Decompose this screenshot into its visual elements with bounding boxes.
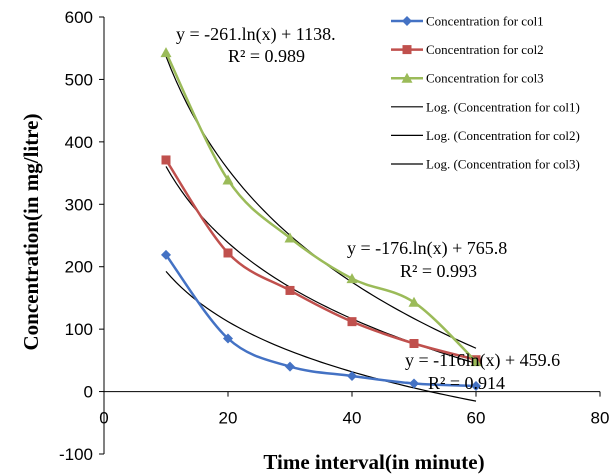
series-line-col3 — [164, 52, 477, 363]
trendline-r2-col2: R² = 0.993 — [400, 261, 477, 281]
data-point-col2 — [409, 339, 419, 349]
y-tick-label: 200 — [65, 258, 93, 277]
data-point-col1 — [347, 370, 357, 381]
trendline-equation-col1: y = -116ln(x) + 459.6 — [405, 350, 560, 371]
series-group — [160, 47, 482, 391]
data-point-col2 — [223, 248, 233, 258]
y-tick-label: 500 — [65, 70, 93, 89]
data-point-col2 — [347, 317, 357, 327]
trendline-equation-col3: y = -261.ln(x) + 1138. — [176, 24, 336, 45]
trendline-r2-col3: R² = 0.989 — [228, 46, 305, 66]
data-point-col1 — [285, 361, 295, 372]
data-point-col1 — [161, 249, 171, 260]
x-axis-title: Time interval(in minute) — [263, 450, 484, 474]
data-point-col2 — [285, 285, 295, 295]
data-point-col1 — [471, 380, 481, 391]
y-tick-label: 0 — [84, 383, 93, 402]
y-tick-label: 400 — [65, 133, 93, 152]
trendline-col1 — [165, 271, 477, 402]
y-tick-label: 600 — [65, 8, 93, 27]
x-tick-label: 40 — [343, 409, 362, 428]
legend-label: Concentration for col3 — [426, 71, 544, 86]
data-point-col1 — [409, 378, 419, 389]
legend-label: Log. (Concentration for col3) — [426, 157, 580, 172]
y-tick-label: 100 — [65, 320, 93, 339]
y-tick-label: 300 — [65, 195, 93, 214]
y-axis-title: Concentration(in mg/litre) — [19, 114, 43, 351]
data-point-col1 — [223, 333, 233, 344]
x-tick-label: 20 — [219, 409, 238, 428]
data-point-col3 — [408, 296, 420, 307]
axes: -100 0 100 200 300 400 500 600 0 20 40 60 80 — [59, 8, 609, 464]
legend-marker — [401, 72, 413, 83]
data-point-col3 — [160, 47, 172, 58]
x-tick-label: 0 — [99, 409, 108, 428]
data-point-col2 — [161, 155, 171, 165]
data-point-col3 — [284, 232, 296, 243]
legend-marker — [402, 45, 412, 55]
x-tick-label: 60 — [467, 409, 486, 428]
legend-label: Concentration for col1 — [426, 14, 544, 29]
y-tick-label: -100 — [59, 445, 93, 464]
data-point-col3 — [222, 174, 234, 185]
legend-label: Concentration for col2 — [426, 42, 544, 57]
trendline-r2-col1: R² = 0.914 — [428, 373, 505, 393]
trendline-equation-col2: y = -176.ln(x) + 765.8 — [347, 238, 507, 259]
legend-label: Log. (Concentration for col1) — [426, 99, 580, 114]
legend: Concentration for col1 Concentration for … — [391, 14, 580, 172]
data-point-col3 — [470, 356, 482, 367]
legend-marker — [402, 16, 412, 26]
data-point-col3 — [346, 273, 358, 284]
x-tick-label: 80 — [591, 409, 610, 428]
legend-label: Log. (Concentration for col2) — [426, 128, 580, 143]
